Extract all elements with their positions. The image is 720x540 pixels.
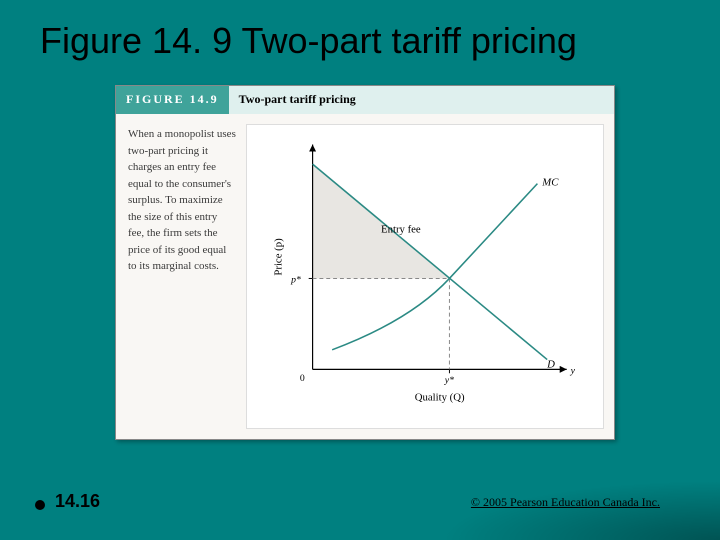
figure-description: When a monopolist uses two-part pricing …	[116, 114, 246, 439]
background-shadow	[440, 480, 720, 540]
economics-chart: Entry fee MC Dp* y* 0 y Quality (Q) Price (p)	[247, 125, 603, 428]
p-star-label: p*	[290, 274, 301, 285]
origin-label: 0	[300, 373, 305, 384]
slide-title: Figure 14. 9 Two-part tariff pricing	[40, 20, 577, 62]
chart-area: Entry fee MC Dp* y* 0 y Quality (Q) Price (p)	[246, 124, 604, 429]
y-axis-label: Price (p)	[272, 238, 284, 276]
entry-fee-label: Entry fee	[381, 224, 421, 236]
x-axis-label: Quality (Q)	[415, 392, 465, 404]
figure-number-label: FIGURE 14.9	[116, 86, 229, 114]
copyright-text: © 2005 Pearson Education Canada Inc.	[471, 495, 660, 510]
demand-label: D	[546, 358, 555, 370]
page-number: 14.16	[55, 491, 100, 512]
mc-label: MC	[541, 177, 559, 189]
bullet-icon	[35, 500, 45, 510]
figure-panel: FIGURE 14.9 Two-part tariff pricing When…	[115, 85, 615, 440]
figure-header: FIGURE 14.9 Two-part tariff pricing	[116, 86, 614, 114]
y-end-label: y	[570, 365, 576, 376]
figure-title: Two-part tariff pricing	[229, 86, 614, 114]
y-star-label: y*	[444, 375, 454, 386]
figure-body: When a monopolist uses two-part pricing …	[116, 114, 614, 439]
